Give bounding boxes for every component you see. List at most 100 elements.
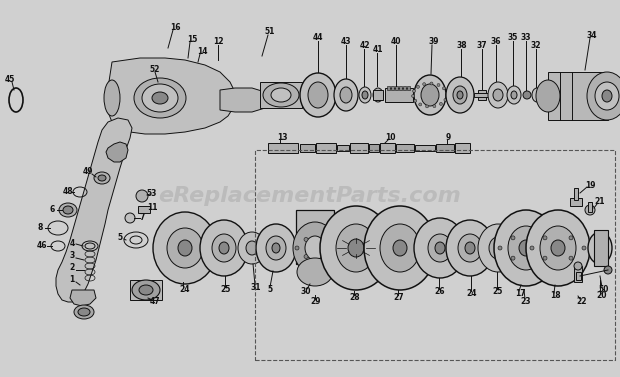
Ellipse shape xyxy=(412,95,415,98)
Text: 13: 13 xyxy=(277,133,287,143)
Bar xyxy=(387,86,390,90)
Bar xyxy=(385,88,413,102)
Bar xyxy=(350,143,368,153)
Ellipse shape xyxy=(569,236,573,240)
Polygon shape xyxy=(56,118,132,302)
Ellipse shape xyxy=(219,242,229,254)
Bar xyxy=(478,90,486,100)
Ellipse shape xyxy=(142,84,178,112)
Ellipse shape xyxy=(412,90,415,92)
Ellipse shape xyxy=(526,210,590,286)
Bar xyxy=(574,188,578,200)
Ellipse shape xyxy=(266,236,286,260)
Ellipse shape xyxy=(272,243,280,253)
Bar xyxy=(474,93,490,97)
Text: 6: 6 xyxy=(50,205,55,215)
Ellipse shape xyxy=(153,212,217,284)
Ellipse shape xyxy=(440,102,443,105)
Bar xyxy=(300,144,315,152)
Ellipse shape xyxy=(418,103,422,106)
Text: 21: 21 xyxy=(595,198,605,207)
Ellipse shape xyxy=(569,256,573,260)
Text: 44: 44 xyxy=(312,34,323,43)
Ellipse shape xyxy=(540,226,576,270)
Text: 17: 17 xyxy=(515,290,525,299)
Text: 47: 47 xyxy=(149,297,161,307)
Ellipse shape xyxy=(537,256,541,260)
Ellipse shape xyxy=(59,203,77,217)
Bar xyxy=(436,144,454,152)
Ellipse shape xyxy=(178,240,192,256)
Ellipse shape xyxy=(134,78,186,118)
Bar xyxy=(391,86,394,90)
Text: 24: 24 xyxy=(467,290,477,299)
Ellipse shape xyxy=(320,206,392,290)
Ellipse shape xyxy=(551,240,565,256)
Text: 10: 10 xyxy=(385,133,396,143)
Text: 53: 53 xyxy=(147,188,157,198)
Ellipse shape xyxy=(414,99,417,102)
Text: 23: 23 xyxy=(521,297,531,307)
Ellipse shape xyxy=(494,210,558,286)
Text: 22: 22 xyxy=(577,297,587,307)
Text: 29: 29 xyxy=(311,297,321,307)
Text: 27: 27 xyxy=(394,294,404,302)
Ellipse shape xyxy=(430,82,433,85)
Text: 5: 5 xyxy=(117,233,123,242)
Ellipse shape xyxy=(425,105,428,108)
Ellipse shape xyxy=(364,206,436,290)
Text: 40: 40 xyxy=(391,37,401,46)
Text: 33: 33 xyxy=(521,34,531,43)
Ellipse shape xyxy=(393,240,407,256)
Ellipse shape xyxy=(322,238,326,241)
Ellipse shape xyxy=(322,254,326,259)
Ellipse shape xyxy=(523,91,531,99)
Bar xyxy=(403,86,406,90)
Ellipse shape xyxy=(139,285,153,295)
Bar xyxy=(316,143,336,153)
Ellipse shape xyxy=(295,246,299,250)
Text: 9: 9 xyxy=(445,133,451,143)
Text: 50: 50 xyxy=(599,285,609,294)
Text: 14: 14 xyxy=(197,48,207,57)
Bar xyxy=(588,202,592,212)
Ellipse shape xyxy=(602,90,612,102)
Ellipse shape xyxy=(446,220,494,276)
Ellipse shape xyxy=(443,87,445,90)
Ellipse shape xyxy=(340,87,352,103)
Bar xyxy=(574,266,582,282)
Ellipse shape xyxy=(293,222,337,274)
Text: 35: 35 xyxy=(508,34,518,43)
Ellipse shape xyxy=(263,83,299,107)
Text: 25: 25 xyxy=(493,288,503,296)
Ellipse shape xyxy=(437,83,440,86)
Text: 16: 16 xyxy=(170,23,180,32)
Ellipse shape xyxy=(362,91,368,99)
Bar xyxy=(570,198,582,206)
Text: 12: 12 xyxy=(213,37,223,46)
Ellipse shape xyxy=(519,240,533,256)
Text: 25: 25 xyxy=(221,285,231,294)
Ellipse shape xyxy=(489,237,507,259)
Polygon shape xyxy=(220,88,268,112)
Bar xyxy=(396,144,414,152)
Ellipse shape xyxy=(359,87,371,103)
Bar xyxy=(268,143,298,153)
Text: 52: 52 xyxy=(150,66,160,75)
Text: 19: 19 xyxy=(585,181,595,190)
Text: 18: 18 xyxy=(550,291,560,300)
Ellipse shape xyxy=(152,92,168,104)
Bar xyxy=(130,280,162,300)
Ellipse shape xyxy=(414,218,466,278)
Ellipse shape xyxy=(423,83,426,86)
Ellipse shape xyxy=(446,93,448,97)
Ellipse shape xyxy=(428,234,452,262)
Text: eReplacementParts.com: eReplacementParts.com xyxy=(159,186,461,206)
Ellipse shape xyxy=(125,213,135,223)
Text: 30: 30 xyxy=(301,288,311,296)
Bar xyxy=(576,272,581,280)
Text: 31: 31 xyxy=(250,284,261,293)
Ellipse shape xyxy=(334,79,358,111)
Ellipse shape xyxy=(458,234,482,262)
Text: 43: 43 xyxy=(341,37,352,46)
